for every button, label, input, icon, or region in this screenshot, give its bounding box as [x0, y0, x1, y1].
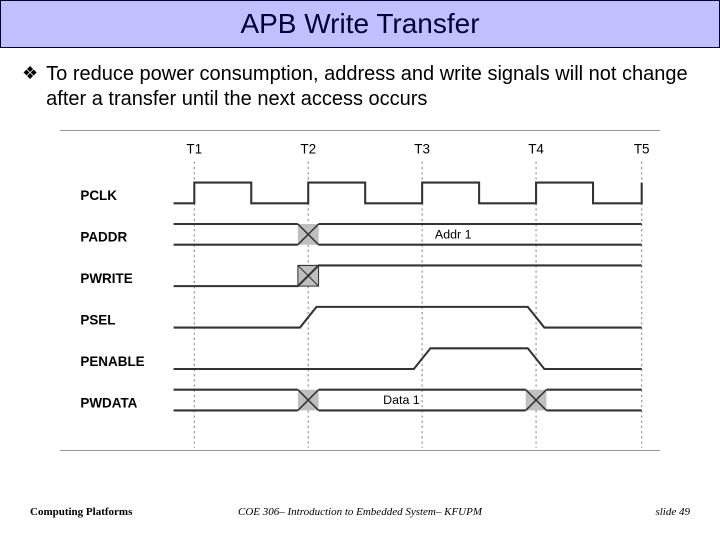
bullet-glyph: ❖ — [22, 62, 38, 112]
bullet-item: ❖ To reduce power consumption, address a… — [0, 62, 720, 112]
svg-text:PWRITE: PWRITE — [80, 271, 132, 286]
page-title: APB Write Transfer — [240, 8, 479, 40]
bullet-text: To reduce power consumption, address and… — [46, 62, 700, 112]
title-bar: APB Write Transfer — [0, 0, 720, 48]
svg-text:PSEL: PSEL — [80, 312, 115, 327]
svg-text:PADDR: PADDR — [80, 230, 127, 245]
svg-text:T1: T1 — [186, 142, 202, 157]
svg-text:T3: T3 — [414, 142, 430, 157]
timing-diagram-container: T1 T2 T3 T4 T5 PCLK PADDR Addr 1 PWRITE PSEL PENAB… — [0, 130, 720, 451]
svg-text:PENABLE: PENABLE — [80, 354, 144, 369]
svg-text:T5: T5 — [634, 142, 650, 157]
timing-diagram-border: T1 T2 T3 T4 T5 PCLK PADDR Addr 1 PWRITE PSEL PENAB… — [60, 130, 660, 451]
svg-text:Addr 1: Addr 1 — [435, 227, 472, 241]
svg-text:T2: T2 — [300, 142, 316, 157]
footer-right: slide 49 — [655, 506, 690, 518]
timing-diagram: T1 T2 T3 T4 T5 PCLK PADDR Addr 1 PWRITE PSEL PENAB… — [70, 137, 650, 448]
svg-text:Data 1: Data 1 — [383, 393, 420, 407]
svg-text:T4: T4 — [528, 142, 544, 157]
footer-center: COE 306– Introduction to Embedded System… — [0, 506, 720, 518]
slide-footer: Computing Platforms COE 306– Introductio… — [0, 506, 720, 526]
svg-text:PWDATA: PWDATA — [80, 395, 137, 410]
svg-text:PCLK: PCLK — [80, 188, 117, 203]
